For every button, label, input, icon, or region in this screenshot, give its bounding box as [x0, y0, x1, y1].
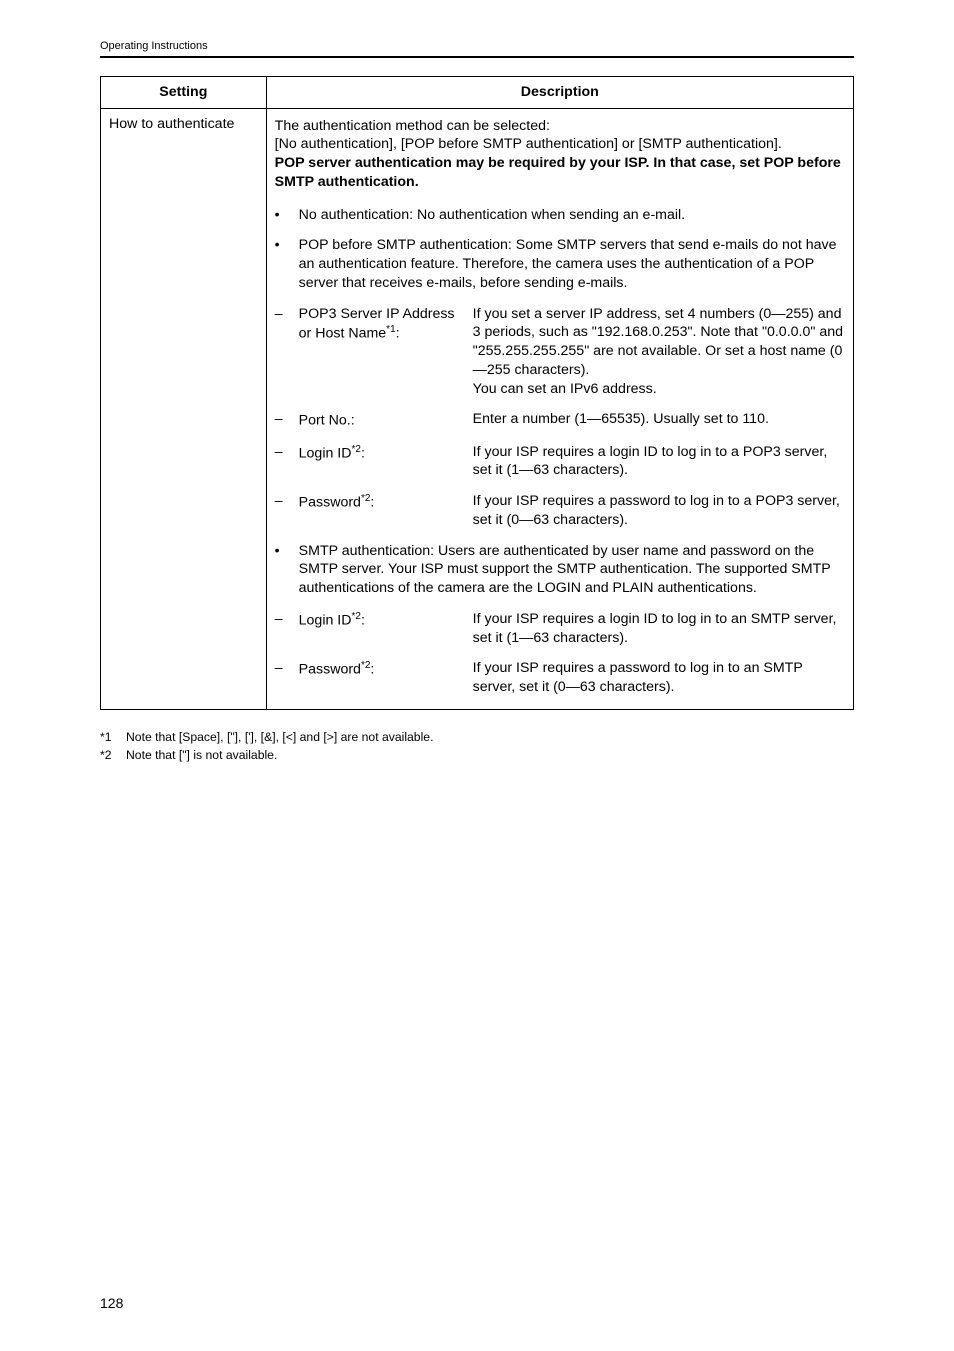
page-number: 128: [100, 1295, 123, 1311]
settings-table: Setting Description How to authenticate …: [100, 76, 854, 710]
table-header-row: Setting Description: [101, 77, 854, 109]
cell-description: The authentication method can be selecte…: [266, 108, 853, 709]
bullet-no-auth: • No authentication: No authentication w…: [275, 200, 845, 231]
sub-label-sup: *2: [361, 660, 370, 671]
bullet-icon: •: [275, 236, 285, 292]
sub-label: Login ID*2:: [299, 610, 459, 647]
sub-label-text: Password: [299, 662, 361, 678]
footnote-2: *2 Note that ["] is not available.: [100, 746, 854, 764]
subrow-pop-login-id: – Login ID*2: If your ISP requires a log…: [275, 437, 845, 486]
sub-desc: Enter a number (1—65535). Usually set to…: [473, 410, 845, 430]
sub-label-text: Password: [299, 495, 361, 511]
footnote-text: Note that [Space], ["], ['], [&], [<] an…: [126, 728, 433, 746]
page-header: Operating Instructions: [100, 40, 854, 52]
table-row: How to authenticate The authentication m…: [101, 108, 854, 709]
bullet-pop-before-smtp: • POP before SMTP authentication: Some S…: [275, 230, 845, 298]
sub-desc: If your ISP requires a login ID to log i…: [473, 443, 845, 480]
sub-label-sup: *1: [386, 324, 395, 335]
dash-icon: –: [275, 492, 285, 529]
bullet-icon: •: [275, 206, 285, 225]
bullet-text: POP before SMTP authentication: Some SMT…: [299, 236, 845, 292]
sub-label-sup: *2: [352, 444, 361, 455]
sub-label-colon: :: [361, 613, 365, 629]
sub-desc: If you set a server IP address, set 4 nu…: [473, 305, 845, 399]
sub-label-colon: :: [396, 326, 400, 342]
header-rule: [100, 56, 854, 58]
sub-label: POP3 Server IP Address or Host Name*1:: [299, 305, 459, 399]
sub-label-colon: :: [370, 662, 374, 678]
dash-icon: –: [275, 305, 285, 399]
subrow-smtp-login-id: – Login ID*2: If your ISP requires a log…: [275, 604, 845, 653]
col-header-description: Description: [266, 77, 853, 109]
bullet-smtp-auth: • SMTP authentication: Users are authent…: [275, 536, 845, 604]
footnote-text: Note that ["] is not available.: [126, 746, 277, 764]
footnote-label: *2: [100, 746, 118, 764]
cell-setting: How to authenticate: [101, 108, 267, 709]
bullet-text: No authentication: No authentication whe…: [299, 206, 845, 225]
dash-icon: –: [275, 610, 285, 647]
col-header-setting: Setting: [101, 77, 267, 109]
footnotes: *1 Note that [Space], ["], ['], [&], [<]…: [100, 728, 854, 765]
intro-line-2: [No authentication], [POP before SMTP au…: [275, 135, 845, 154]
footnote-1: *1 Note that [Space], ["], ['], [&], [<]…: [100, 728, 854, 746]
subrow-port-no: – Port No.: Enter a number (1—65535). Us…: [275, 404, 845, 436]
subrow-smtp-password: – Password*2: If your ISP requires a pas…: [275, 653, 845, 702]
subrow-pop3-server: – POP3 Server IP Address or Host Name*1:…: [275, 299, 845, 405]
intro-line-1: The authentication method can be selecte…: [275, 117, 845, 136]
sub-label-colon: :: [351, 413, 355, 429]
sub-label: Login ID*2:: [299, 443, 459, 480]
sub-label-text: POP3 Server IP Address or Host Name: [299, 306, 455, 342]
sub-desc: If your ISP requires a login ID to log i…: [473, 610, 845, 647]
sub-label-colon: :: [370, 495, 374, 511]
dash-icon: –: [275, 410, 285, 430]
sub-label: Password*2:: [299, 659, 459, 696]
sub-label-colon: :: [361, 445, 365, 461]
sub-label-sup: *2: [352, 611, 361, 622]
sub-desc: If your ISP requires a password to log i…: [473, 492, 845, 529]
sub-desc: If your ISP requires a password to log i…: [473, 659, 845, 696]
bullet-icon: •: [275, 542, 285, 598]
sub-label: Password*2:: [299, 492, 459, 529]
subrow-pop-password: – Password*2: If your ISP requires a pas…: [275, 486, 845, 535]
sub-label-text: Port No.: [299, 413, 351, 429]
sub-label: Port No.:: [299, 410, 459, 430]
document-page: Operating Instructions Setting Descripti…: [0, 0, 954, 1351]
sub-label-text: Login ID: [299, 445, 352, 461]
dash-icon: –: [275, 659, 285, 696]
sub-label-sup: *2: [361, 493, 370, 504]
intro-block: The authentication method can be selecte…: [275, 115, 845, 200]
footnote-label: *1: [100, 728, 118, 746]
bullet-text: SMTP authentication: Users are authentic…: [299, 542, 845, 598]
dash-icon: –: [275, 443, 285, 480]
intro-bold: POP server authentication may be require…: [275, 154, 845, 191]
sub-label-text: Login ID: [299, 613, 352, 629]
